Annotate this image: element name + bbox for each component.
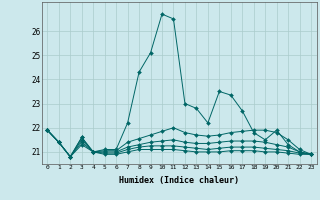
X-axis label: Humidex (Indice chaleur): Humidex (Indice chaleur) [119, 176, 239, 185]
